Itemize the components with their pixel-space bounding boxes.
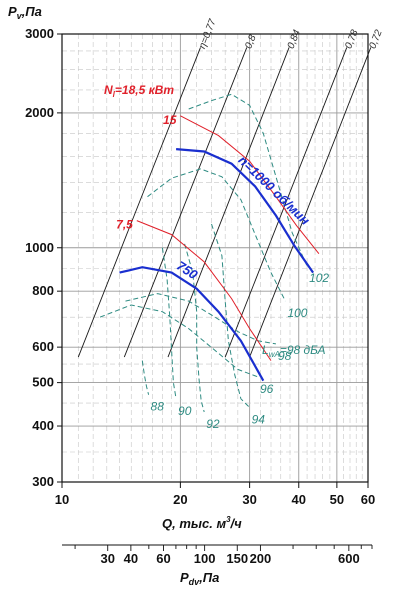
efficiency-line-4 bbox=[249, 47, 372, 358]
power-label-7-5: 7,5 bbox=[116, 218, 133, 232]
x2-tick-200: 200 bbox=[250, 551, 272, 566]
y-tick-3000: 3000 bbox=[25, 26, 54, 41]
noise-curve-98 bbox=[125, 293, 276, 345]
noise-curve-102 bbox=[188, 93, 308, 267]
power-curve-7-5 bbox=[136, 220, 272, 361]
noise-label-102: 102 bbox=[309, 271, 329, 285]
y-tick-800: 800 bbox=[32, 283, 54, 298]
x-tick-60: 60 bbox=[361, 492, 375, 507]
noise-curve-96 bbox=[99, 304, 259, 378]
noise-label-88: 88 bbox=[151, 400, 165, 414]
noise-curve-88 bbox=[141, 360, 150, 395]
x2-axis-title: Pdv,Па bbox=[180, 570, 219, 587]
noise-curve-94 bbox=[211, 223, 250, 408]
x-tick-10: 10 bbox=[55, 492, 69, 507]
efficiency-label-4: 0,72 bbox=[367, 28, 385, 51]
x2-tick-150: 150 bbox=[226, 551, 248, 566]
y-tick-2000: 2000 bbox=[25, 105, 54, 120]
x2-tick-30: 30 bbox=[100, 551, 114, 566]
noise-label-94: 94 bbox=[252, 412, 266, 426]
grid bbox=[61, 33, 369, 483]
x-axis-title: Q, тыс. м3/ч bbox=[162, 515, 242, 531]
x2-tick-40: 40 bbox=[124, 551, 138, 566]
noise-unit-label: LwA=98 дБА bbox=[262, 343, 326, 359]
power-curve-15 bbox=[180, 115, 320, 255]
noise-label-98: 98 bbox=[278, 349, 292, 363]
efficiency-line-0 bbox=[77, 47, 201, 358]
y-axis-title: Pv,Па bbox=[8, 4, 42, 21]
speed-curve-n-1000 bbox=[176, 148, 315, 274]
plot-frame bbox=[61, 33, 369, 483]
efficiency-label-3: 0,78 bbox=[343, 28, 361, 51]
x-tick-30: 30 bbox=[242, 492, 256, 507]
x2-tick-600: 600 bbox=[338, 551, 360, 566]
noise-curve-100 bbox=[147, 168, 286, 302]
x2-tick-60: 60 bbox=[156, 551, 170, 566]
noise-label-92: 92 bbox=[206, 417, 220, 431]
noise-curves: 102 100 98 96 94 92 90 88 bbox=[99, 93, 329, 431]
noise-label-100: 100 bbox=[287, 306, 307, 320]
noise-curve-92 bbox=[184, 243, 205, 413]
y-tick-400: 400 bbox=[32, 418, 54, 433]
y-tick-1000: 1000 bbox=[25, 240, 54, 255]
speed-curve-750 bbox=[119, 266, 265, 382]
efficiency-lines: η=0,77 0,8 0,84 0,78 0,72 bbox=[77, 17, 385, 358]
x-tick-40: 40 bbox=[292, 492, 306, 507]
x2-tick-100: 100 bbox=[194, 551, 216, 566]
efficiency-label-1: 0,8 bbox=[243, 33, 259, 50]
efficiency-line-2 bbox=[167, 47, 290, 358]
x-tick-20: 20 bbox=[173, 492, 187, 507]
y-tick-600: 600 bbox=[32, 339, 54, 354]
x-tick-50: 50 bbox=[330, 492, 344, 507]
y-tick-labels: 300 400 500 600 800 1000 2000 3000 bbox=[25, 26, 62, 489]
noise-label-96: 96 bbox=[260, 382, 274, 396]
secondary-x-axis: 30 40 60 100 150 200 600 bbox=[62, 544, 373, 566]
noise-curve-90 bbox=[161, 247, 177, 399]
efficiency-line-3 bbox=[224, 47, 348, 358]
noise-label-90: 90 bbox=[178, 404, 192, 418]
power-unit-label: Nl=18,5 кВт bbox=[104, 83, 174, 99]
efficiency-label-2: 0,84 bbox=[286, 28, 304, 51]
power-label-15: 15 bbox=[163, 113, 177, 127]
efficiency-line-1 bbox=[123, 47, 248, 358]
power-curves: 157,5 bbox=[116, 113, 320, 361]
y-tick-500: 500 bbox=[32, 375, 54, 390]
y-tick-300: 300 bbox=[32, 474, 54, 489]
x-tick-labels: 10 20 30 40 50 60 bbox=[55, 482, 375, 507]
